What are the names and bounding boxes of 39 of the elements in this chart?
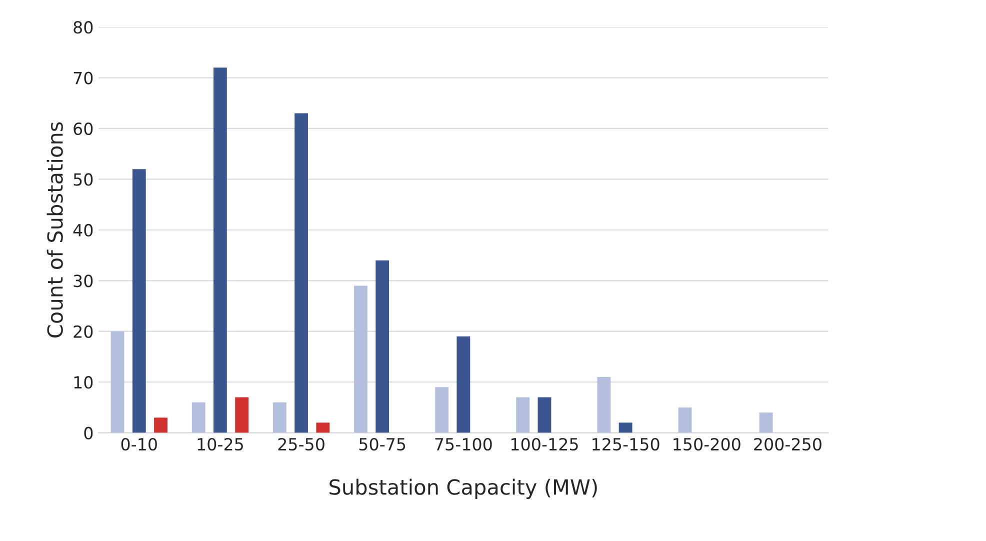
y-tick-label: 30 bbox=[74, 274, 93, 288]
bar bbox=[294, 113, 308, 433]
bar bbox=[376, 260, 390, 433]
bar bbox=[597, 377, 611, 433]
x-tick-label: 10-25 bbox=[198, 438, 243, 451]
y-tick-label: 10 bbox=[74, 376, 93, 389]
bar bbox=[110, 331, 124, 433]
bar bbox=[272, 402, 286, 433]
bar bbox=[354, 286, 368, 433]
bar bbox=[456, 336, 470, 433]
x-tick-label: 75-100 bbox=[435, 438, 492, 451]
bar bbox=[759, 412, 773, 433]
y-tick-label: 50 bbox=[74, 173, 93, 186]
x-tick-label: 0-10 bbox=[121, 438, 157, 451]
y-tick-label: 20 bbox=[74, 325, 93, 338]
bar bbox=[192, 402, 206, 433]
bar bbox=[678, 407, 692, 433]
bar bbox=[435, 387, 449, 433]
x-tick-label: 25-50 bbox=[278, 438, 324, 451]
y-tick-label: 40 bbox=[73, 224, 93, 236]
y-axis-title: Count of Substations bbox=[46, 122, 63, 338]
bar bbox=[618, 422, 632, 433]
y-tick-label: 70 bbox=[74, 72, 93, 84]
x-tick-label: 100-125 bbox=[512, 438, 578, 451]
bar bbox=[516, 397, 530, 433]
bar bbox=[235, 397, 249, 433]
x-tick-label: 125-150 bbox=[592, 438, 660, 451]
bar bbox=[316, 422, 330, 433]
bar bbox=[538, 397, 552, 433]
y-tick-label: 0 bbox=[84, 426, 93, 440]
bar bbox=[154, 418, 168, 433]
x-tick-label: 150-200 bbox=[674, 438, 740, 451]
x-tick-label: 50-75 bbox=[359, 438, 406, 451]
y-tick-label: 80 bbox=[74, 21, 93, 34]
bar bbox=[132, 169, 146, 433]
x-tick-label: 200-250 bbox=[754, 438, 822, 451]
bar bbox=[214, 68, 227, 433]
x-axis-title: Substation Capacity (MW) bbox=[330, 478, 597, 499]
y-tick-label: 60 bbox=[74, 122, 93, 136]
